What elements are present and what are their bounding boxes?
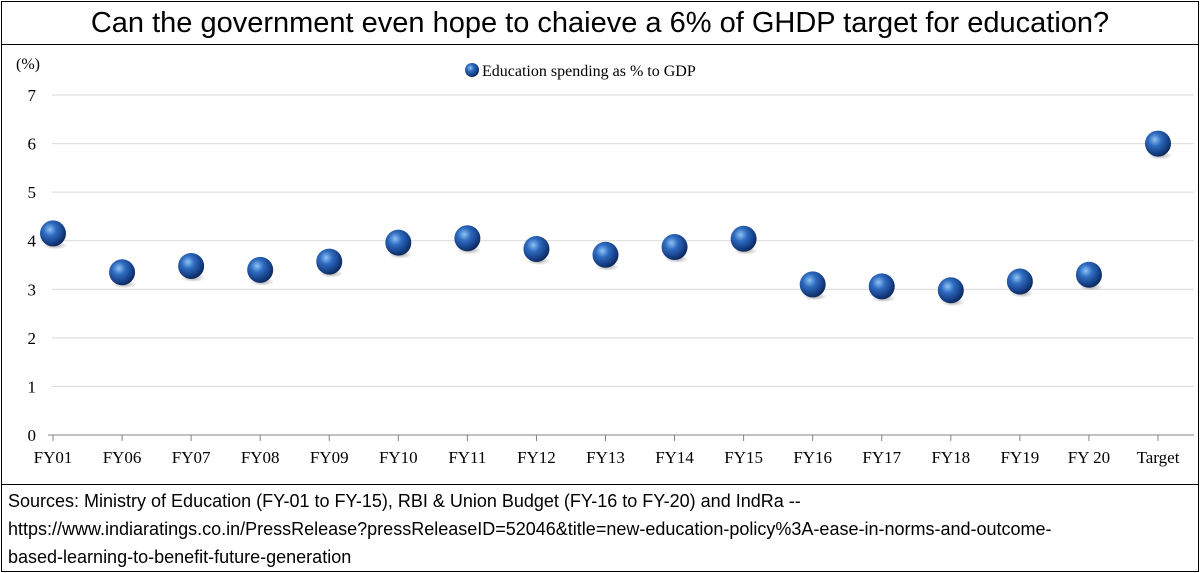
x-tick-label: FY10 [379,448,418,467]
data-point [868,273,895,300]
x-tick-label: FY07 [172,448,211,467]
data-point [40,220,66,247]
sources-line-3: based-learning-to-benefit-future-generat… [8,547,352,567]
data-point [937,277,964,304]
y-tick-label: 6 [28,135,37,154]
scatter-chart: 0 1 2 3 4 5 6 7 (%) FY01 FY06 FY07 FY08 FY09 FY10 FY11 F… [16,56,1194,467]
x-tick-label: FY09 [310,448,349,467]
data-point [247,256,274,283]
sources-line-2: https://www.indiaratings.co.in/PressRele… [8,519,1052,539]
data-point [799,271,826,298]
x-tick-label: FY01 [34,448,73,467]
title-bar: Can the government even hope to chaieve … [2,2,1198,45]
page-title: Can the government even hope to chaieve … [90,6,1110,39]
x-tick-label: FY11 [448,448,486,467]
data-point [661,234,688,261]
chart-area: 0 1 2 3 4 5 6 7 (%) FY01 FY06 FY07 FY08 FY09 FY10 FY11 F… [2,45,1198,485]
sources-note: Sources: Ministry of Education (FY-01 to… [2,484,1198,571]
y-tick-label: 1 [28,377,37,396]
y-tick-label: 5 [28,183,37,202]
sources-line-1: Sources: Ministry of Education (FY-01 to… [8,491,801,511]
data-point [523,235,550,262]
data-point [592,241,619,268]
x-tick-label: FY06 [103,448,142,467]
legend-marker [465,63,479,77]
x-tick-label: FY08 [241,448,280,467]
data-point [385,229,412,256]
y-tick-label: 2 [28,329,37,348]
data-point [316,248,343,275]
x-tick-label: FY12 [517,448,556,467]
y-tick-label: 4 [28,232,37,251]
y-tick-label: 0 [28,426,37,445]
y-axis-label: (%) [16,56,40,73]
x-tick-label: FY16 [793,448,832,467]
x-tick-label: FY13 [586,448,625,467]
x-tick-label: FY14 [655,448,694,467]
legend: Education spending as % to GDP [465,63,696,80]
y-tick-label: 7 [28,86,37,105]
x-tick-label: Target [1137,448,1180,467]
y-tick-label: 3 [28,280,37,299]
x-tick-label: FY18 [931,448,970,467]
x-tick-label: FY19 [1001,448,1040,467]
data-point [1145,130,1171,157]
data-point [454,225,481,252]
data-point [109,259,136,286]
data-point [178,252,205,279]
x-tick-label: FY 20 [1068,448,1110,467]
x-tick-label: FY17 [862,448,901,467]
data-point [730,225,757,252]
data-point [1006,268,1033,295]
data-point [1075,261,1102,288]
x-tick-label: FY15 [724,448,763,467]
legend-label: Education spending as % to GDP [482,63,696,80]
